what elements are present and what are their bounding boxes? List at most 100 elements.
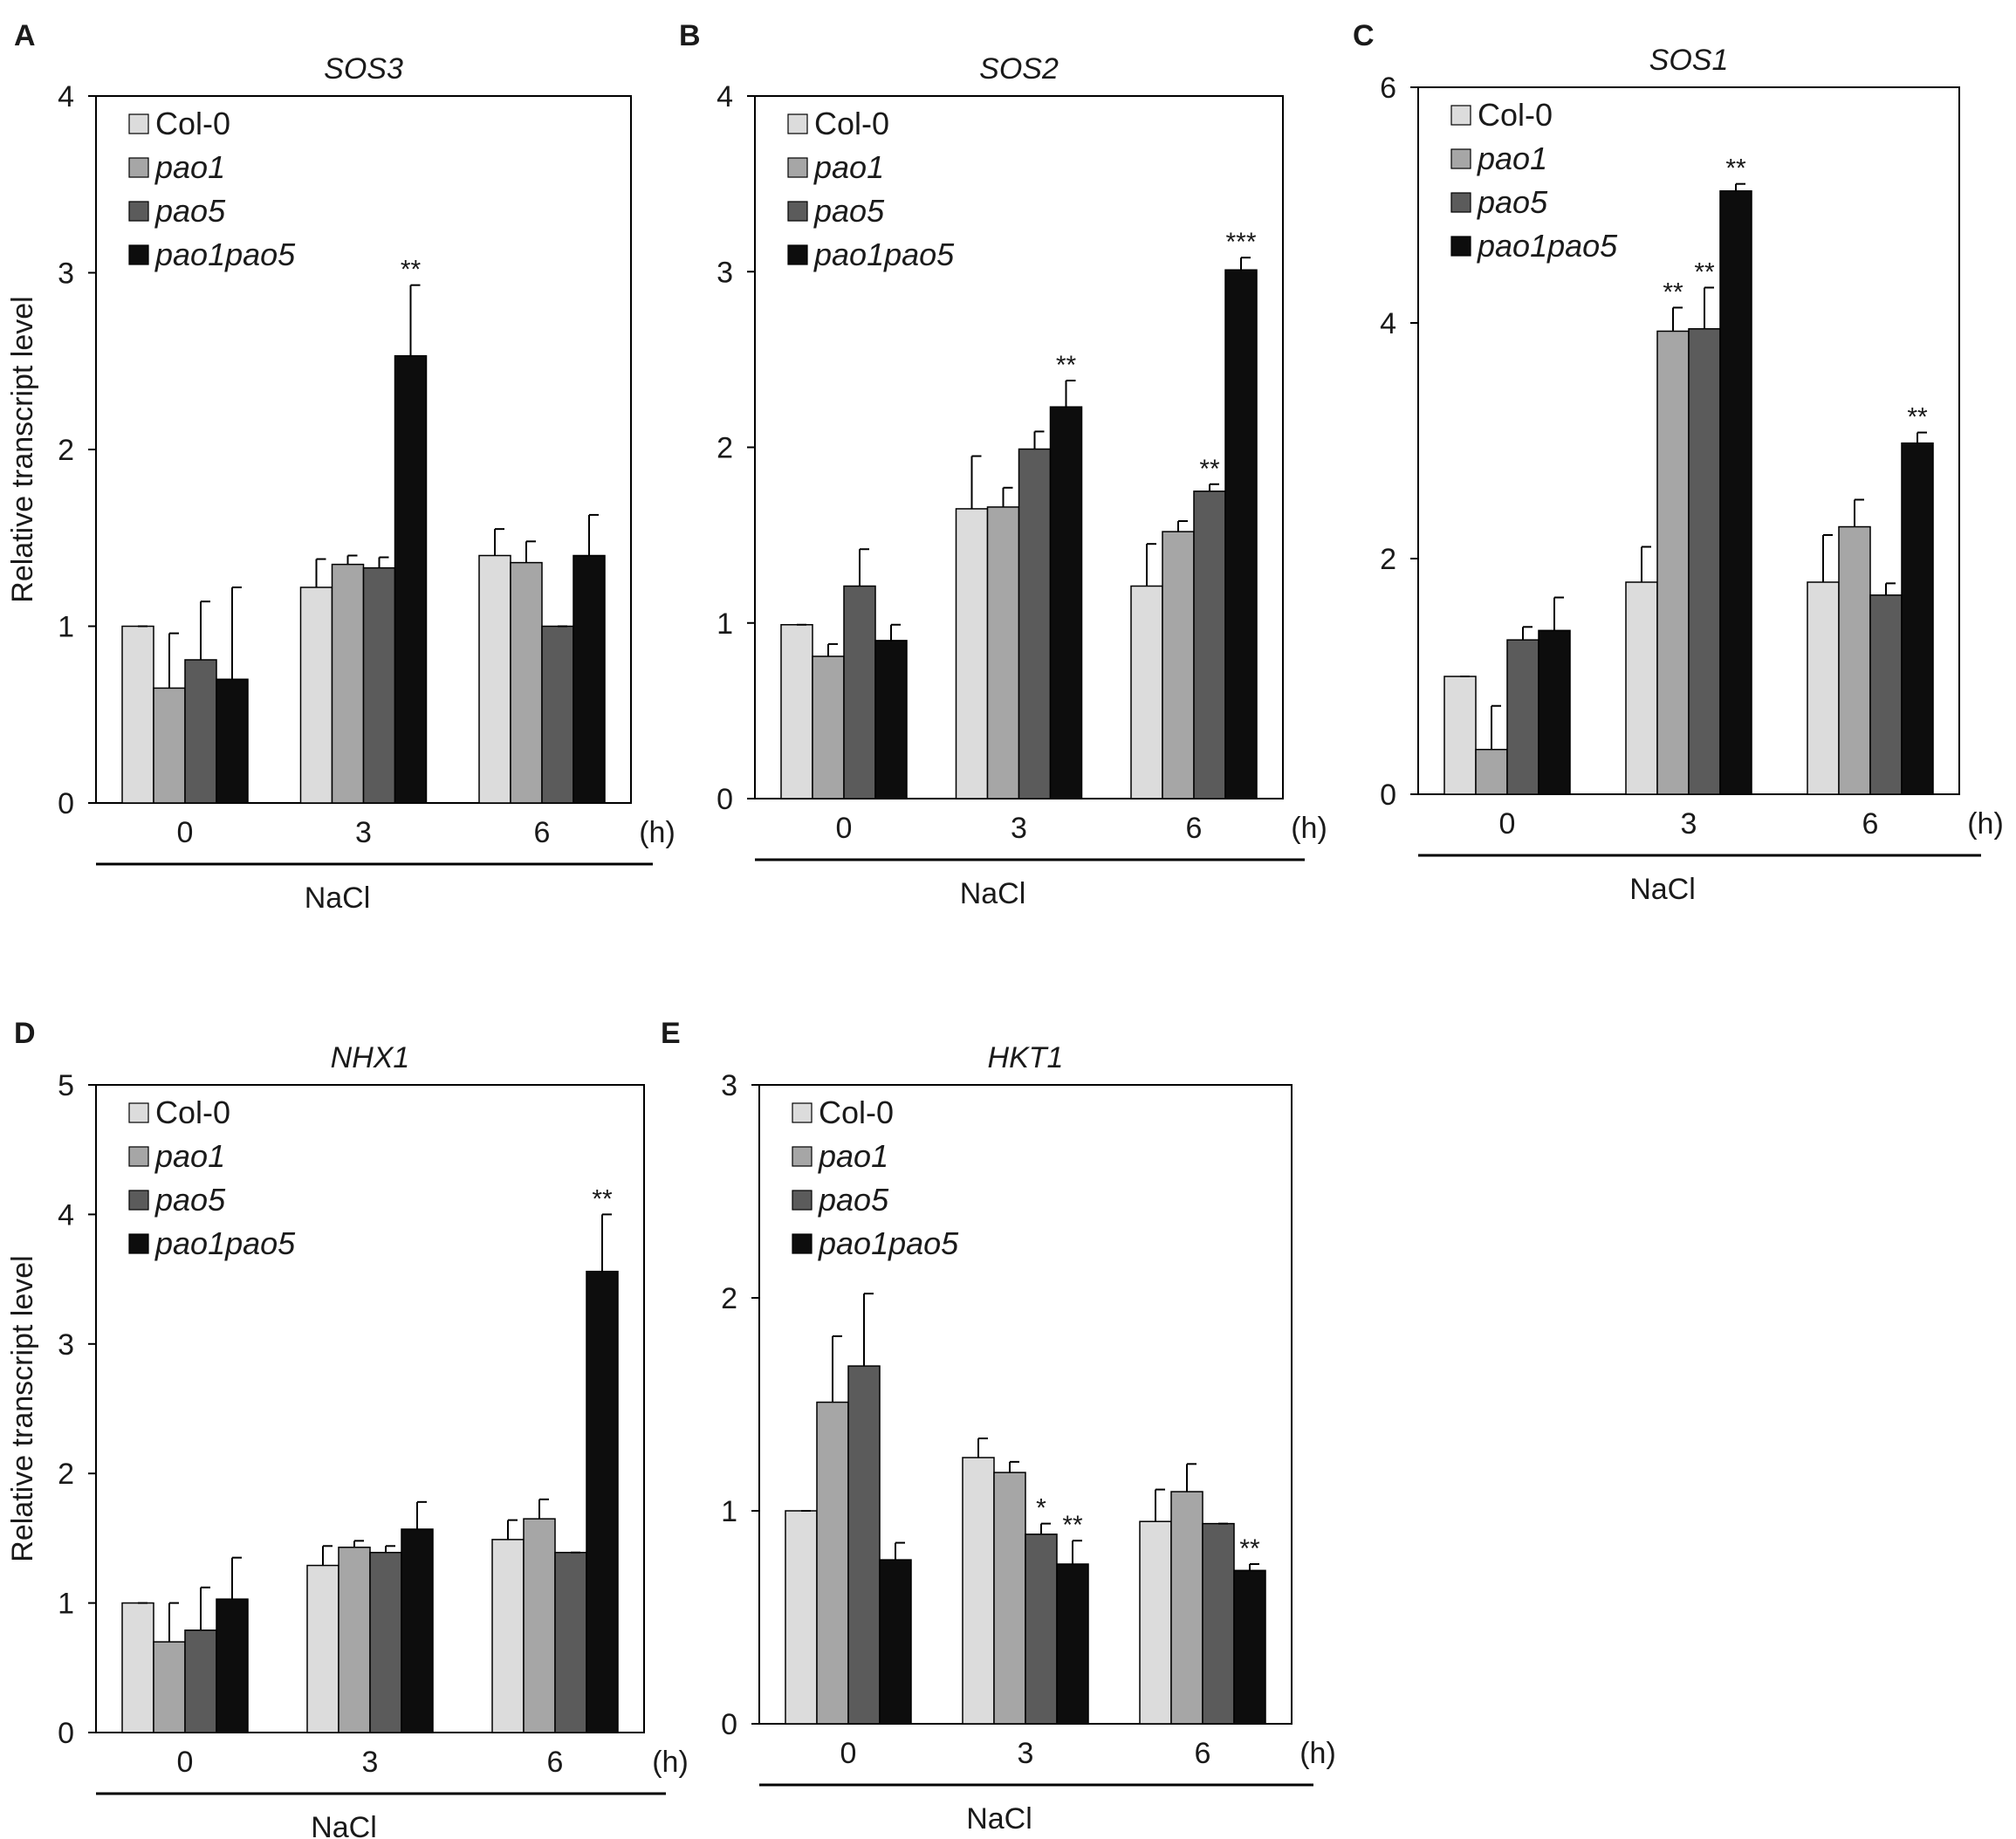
y-axis-label: Relative transcript level — [6, 1255, 39, 1561]
bar — [121, 625, 154, 804]
y-tick-label: 1 — [721, 1495, 737, 1528]
panel-letter: C — [1353, 19, 1375, 52]
significance-marker: ** — [1907, 403, 1928, 432]
bar — [491, 1539, 525, 1733]
y-tick-label: 6 — [1380, 72, 1396, 105]
bar — [478, 554, 511, 804]
bar — [184, 1630, 217, 1733]
bar — [1538, 629, 1571, 795]
y-tick-label: 2 — [1380, 543, 1396, 576]
x-tick-label: 3 — [362, 1746, 379, 1779]
significance-marker: ** — [1663, 278, 1683, 306]
panel-letter: E — [661, 1017, 681, 1050]
y-tick-label: 1 — [717, 607, 733, 641]
legend-swatch — [128, 1102, 149, 1123]
legend-label: pao1pao5 — [154, 1225, 296, 1261]
chart-title: SOS1 — [1649, 44, 1729, 77]
x-tick-label: 6 — [1195, 1737, 1211, 1770]
y-tick-label: 2 — [58, 434, 74, 467]
bar — [586, 1270, 619, 1733]
legend-swatch — [128, 201, 149, 222]
bar — [1224, 269, 1258, 799]
y-tick-label: 0 — [717, 783, 733, 816]
legend-label: pao5 — [813, 193, 885, 229]
x-tick-label: 6 — [534, 816, 551, 849]
bar — [331, 563, 365, 804]
chart-title: SOS3 — [324, 52, 403, 86]
panel-d: D NHX1 0 1 2 3 4 5 Relative transcript level 0 3 6 *… — [6, 1017, 689, 1839]
x-tick-label: 3 — [355, 816, 372, 849]
bar — [121, 1602, 154, 1733]
x-tick-label: 0 — [836, 812, 853, 845]
bar — [843, 585, 876, 799]
significance-marker: ** — [592, 1184, 613, 1213]
treatment-label: NaCl — [966, 1802, 1032, 1836]
legend-swatch — [128, 113, 149, 134]
x-unit-label: (h) — [1299, 1737, 1336, 1770]
x-unit-label: (h) — [639, 816, 675, 849]
legend-swatch — [1450, 236, 1471, 257]
legend-label: Col-0 — [155, 106, 230, 141]
legend-label: Col-0 — [155, 1094, 230, 1130]
x-tick-label: 3 — [1018, 1737, 1034, 1770]
y-tick-label: 5 — [58, 1069, 74, 1102]
bar — [1688, 328, 1721, 795]
y-tick-label: 3 — [58, 1328, 74, 1362]
significance-marker: * — [1036, 1494, 1046, 1523]
bar — [812, 655, 845, 799]
y-tick-label: 0 — [58, 1717, 74, 1750]
panel-a: A SOS3 0 1 2 3 4 Relative transcript level 0 3 6 **… — [6, 19, 675, 915]
legend-swatch — [787, 244, 808, 265]
bar — [1170, 1491, 1203, 1725]
legend-label: Col-0 — [814, 106, 889, 141]
y-tick-label: 4 — [58, 1198, 74, 1232]
x-unit-label: (h) — [652, 1746, 689, 1779]
bar — [1025, 1534, 1058, 1725]
bar — [1506, 639, 1539, 795]
bar — [306, 1564, 339, 1733]
bar — [993, 1472, 1026, 1725]
panel-letter: D — [14, 1017, 36, 1050]
bar — [1162, 531, 1195, 799]
x-tick-label: 6 — [1186, 812, 1203, 845]
bar — [1139, 1520, 1172, 1725]
bar — [216, 678, 249, 804]
legend-swatch — [1450, 192, 1471, 213]
y-tick-label: 0 — [1380, 779, 1396, 812]
y-tick-label: 2 — [721, 1282, 737, 1315]
x-tick-label: 3 — [1011, 812, 1027, 845]
bar — [962, 1457, 995, 1725]
bar — [847, 1365, 881, 1725]
legend-swatch — [792, 1146, 813, 1167]
bar — [362, 566, 396, 804]
x-unit-label: (h) — [1967, 807, 2004, 841]
bar — [1056, 1563, 1089, 1725]
significance-marker: ** — [1199, 455, 1220, 484]
y-tick-label: 0 — [721, 1708, 737, 1741]
legend-label: pao5 — [1477, 184, 1548, 220]
legend-swatch — [787, 113, 808, 134]
legend-label: pao5 — [154, 1182, 226, 1218]
legend-swatch — [128, 1146, 149, 1167]
y-tick-label: 3 — [721, 1069, 737, 1102]
legend-swatch — [128, 244, 149, 265]
bar — [1233, 1569, 1266, 1725]
bar — [816, 1401, 849, 1725]
x-tick-label: 0 — [177, 1746, 194, 1779]
legend-label: pao1 — [1477, 141, 1547, 176]
bar — [1018, 448, 1052, 799]
significance-marker: ** — [1694, 258, 1715, 287]
legend-swatch — [128, 1190, 149, 1211]
panel-letter: A — [14, 19, 36, 52]
bar — [785, 1510, 818, 1725]
chart-title: SOS2 — [979, 52, 1059, 86]
bar — [573, 554, 606, 804]
legend-label: Col-0 — [819, 1094, 894, 1130]
bar — [1807, 581, 1840, 795]
x-tick-label: 0 — [177, 816, 194, 849]
x-tick-label: 6 — [1862, 807, 1879, 841]
legend-label: pao1 — [813, 149, 884, 185]
legend-swatch — [1450, 148, 1471, 169]
legend-label: pao5 — [818, 1182, 889, 1218]
